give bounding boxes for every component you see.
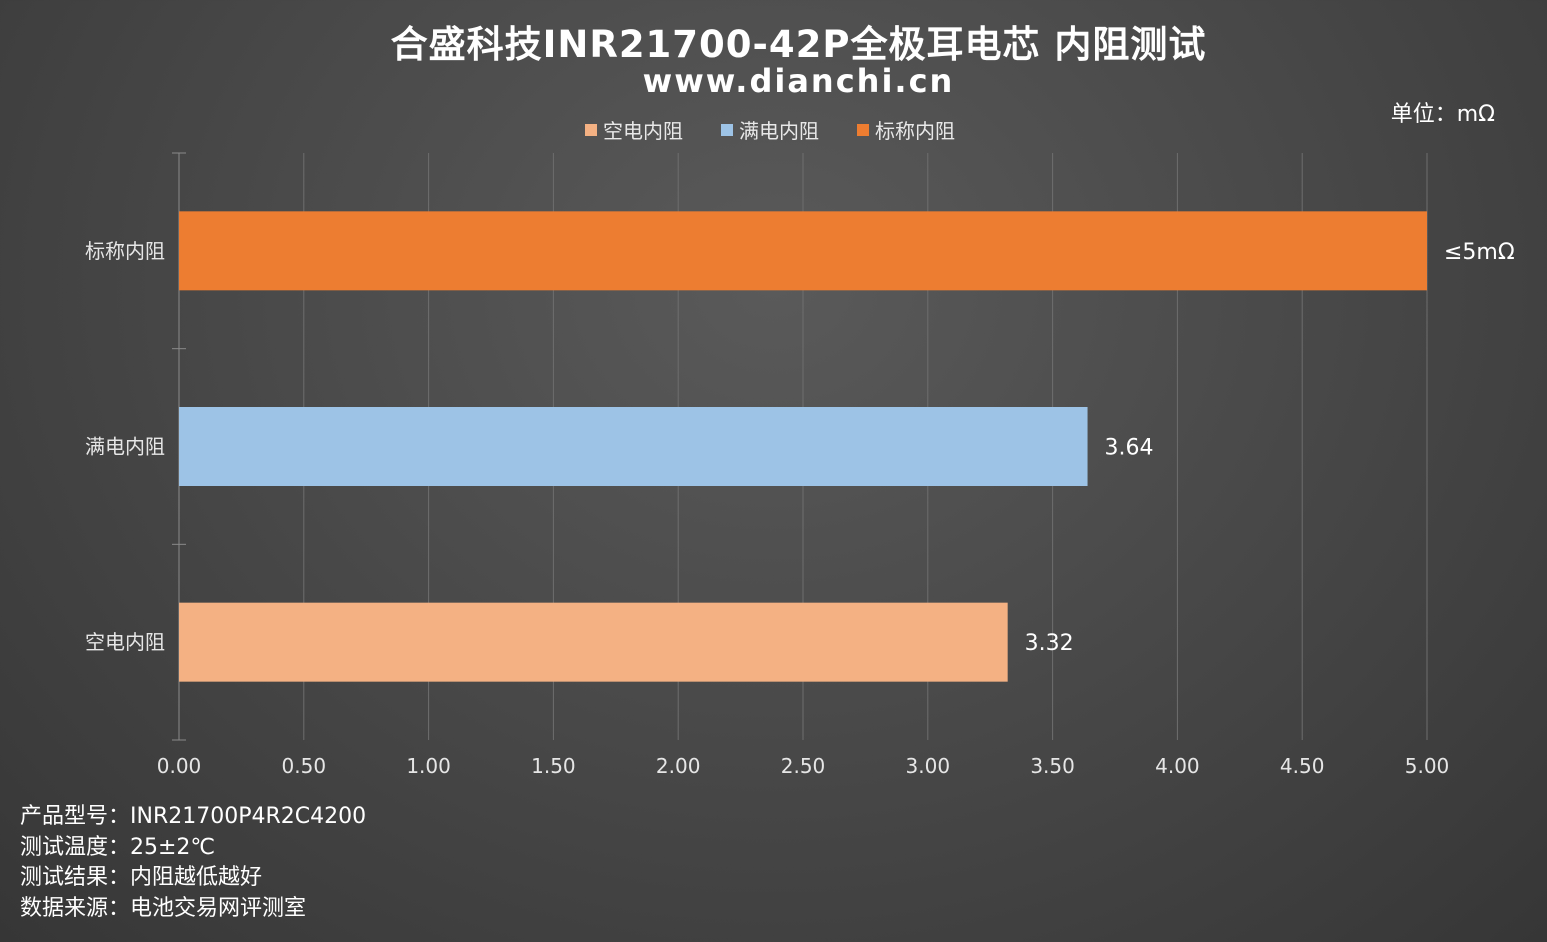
bar: [179, 211, 1427, 291]
unit-label: 单位：mΩ: [1390, 102, 1495, 127]
legend-label-nominal: 标称内阻: [875, 119, 955, 143]
x-tick-label: 3.50: [1030, 754, 1075, 778]
x-tick-label: 1.50: [531, 754, 576, 778]
footer-source: 数据来源：电池交易网评测室: [20, 895, 307, 921]
legend-label-full: 满电内阻: [739, 119, 819, 143]
data-label: 3.32: [1025, 631, 1074, 656]
legend-item-empty: 空电内阻: [585, 115, 683, 144]
legend: 空电内阻 满电内阻 标称内阻: [585, 115, 955, 144]
chart-title: 合盛科技INR21700-42P全极耳电芯 内阻测试: [390, 23, 1207, 66]
x-tick-label: 2.00: [656, 754, 701, 778]
data-label: ≤5mΩ: [1444, 240, 1515, 265]
legend-label-empty: 空电内阻: [603, 119, 683, 143]
legend-item-full: 满电内阻: [721, 115, 819, 144]
x-tick-label: 2.50: [781, 754, 826, 778]
legend-swatch-nominal: [857, 123, 869, 136]
footer-notes: 产品型号：INR21700P4R2C4200 测试温度：25±2℃ 测试结果：内…: [20, 802, 366, 924]
category-label: 满电内阻: [85, 435, 165, 459]
x-tick-label: 0.50: [282, 754, 327, 778]
bar: [179, 407, 1088, 486]
legend-item-nominal: 标称内阻: [857, 115, 955, 144]
footer-model: 产品型号：INR21700P4R2C4200: [20, 804, 367, 829]
x-tick-label: 0.00: [157, 754, 202, 778]
footer-result: 测试结果：内阻越低越好: [20, 865, 263, 890]
legend-swatch-full: [721, 123, 733, 136]
bar: [179, 602, 1008, 682]
category-label: 标称内阻: [85, 239, 165, 263]
footer-temperature: 测试温度：25±2℃: [20, 834, 216, 860]
category-label: 空电内阻: [85, 630, 165, 654]
data-label: 3.64: [1105, 436, 1154, 461]
chart-subtitle: www.dianchi.cn: [642, 62, 955, 100]
x-tick-label: 4.00: [1155, 754, 1200, 778]
x-tick-label: 3.00: [906, 754, 951, 778]
x-tick-label: 5.00: [1405, 754, 1450, 778]
x-tick-label: 1.00: [406, 754, 451, 778]
x-tick-label: 4.50: [1280, 754, 1325, 778]
legend-swatch-empty: [585, 123, 597, 136]
